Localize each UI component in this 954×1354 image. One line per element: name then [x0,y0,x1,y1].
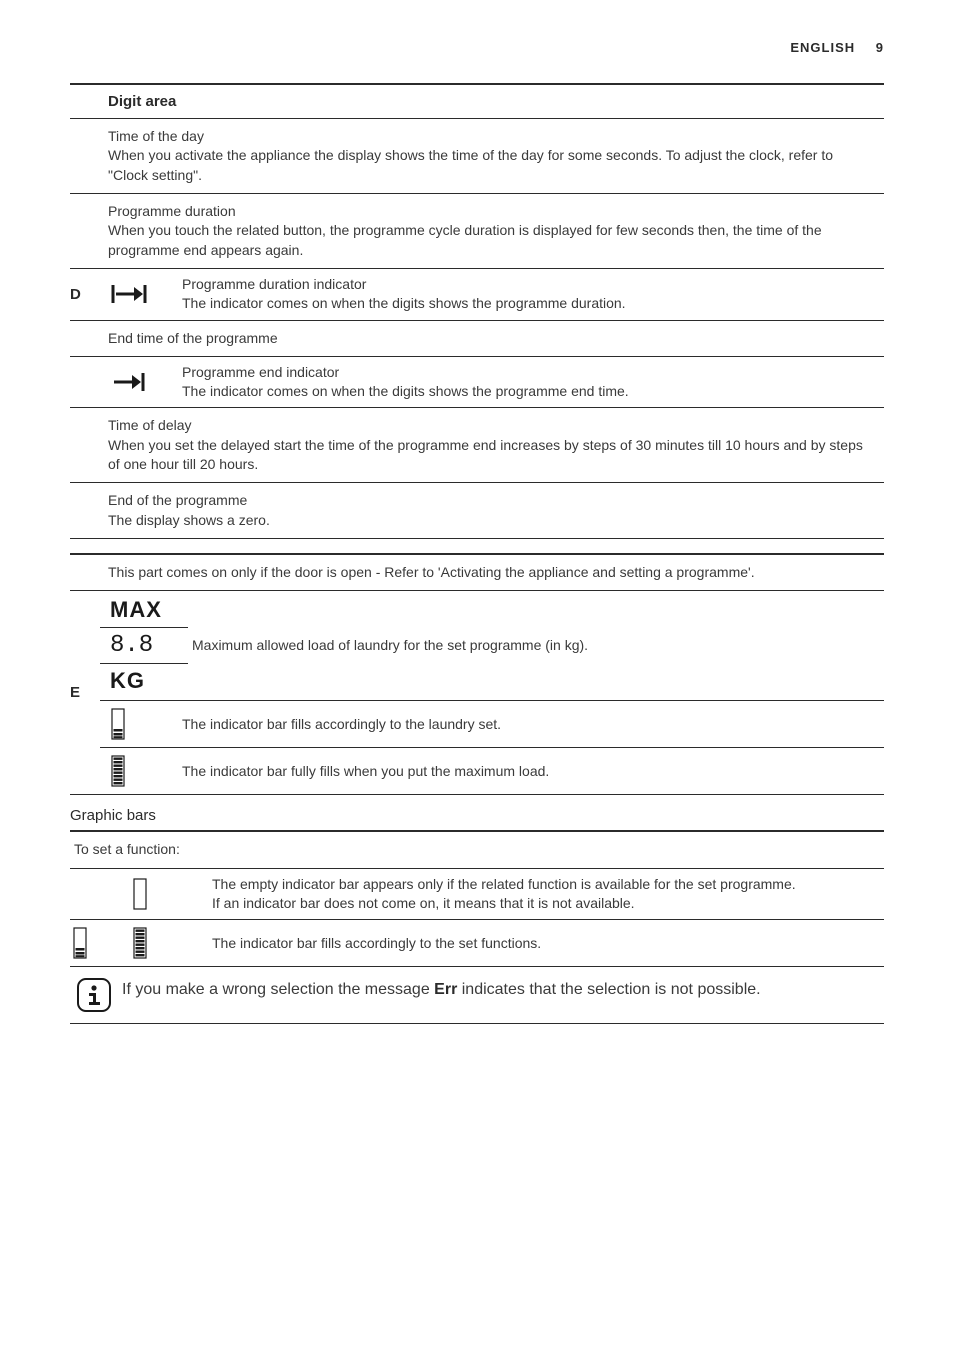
time-of-day-body: When you activate the appliance the disp… [108,146,876,185]
end-of-prog-body: The display shows a zero. [108,511,876,530]
end-time-heading: End time of the programme [100,320,884,356]
section-e-intro: This part comes on only if the door is o… [100,554,884,591]
digits-88: 8.8 [110,632,153,659]
prog-duration-body: When you touch the related button, the p… [108,221,876,260]
bar-full-icon-2 [130,920,208,967]
graphic-bars-title: Graphic bars [70,807,884,824]
lang-label: ENGLISH [790,40,855,55]
section-d-letter: D [70,268,100,320]
err-post: indicates that the selection is not poss… [457,981,760,998]
to-set-function: To set a function: [70,831,884,868]
digit-area-heading: Digit area [100,84,884,119]
time-of-day-row: Time of the day When you activate the ap… [100,119,884,194]
prog-duration-title: Programme duration [108,202,876,221]
bar-partial-icon-2 [70,920,130,967]
time-of-delay-row: Time of delay When you set the delayed s… [100,408,884,483]
time-of-day-title: Time of the day [108,127,876,146]
bar-partial-desc: The indicator bar fills accordingly to t… [178,701,884,747]
bar-full-desc: The indicator bar fully fills when you p… [178,748,884,794]
kg-label: KG [110,668,145,693]
section-e-letter: E [70,591,100,795]
info-note: If you make a wrong selection the messag… [70,967,884,1024]
bar-empty-desc: The empty indicator bar appears only if … [208,868,884,920]
graphic-bars-table: To set a function: The empty indicator b… [70,830,884,967]
time-of-delay-body: When you set the delayed start the time … [108,436,876,475]
end-of-programme-row: End of the programme The display shows a… [100,483,884,539]
prog-end-ind-title: Programme end indicator [182,363,876,382]
arrow-between-bars-icon [100,269,178,320]
max-load-desc: Maximum allowed load of laundry for the … [188,591,884,700]
err-pre: If you make a wrong selection the messag… [122,981,434,998]
bar-empty-icon [130,868,208,920]
prog-duration-row: Programme duration When you touch the re… [100,193,884,268]
prog-duration-ind-title: Programme duration indicator [182,275,876,294]
section-d: Digit area Time of the day When you acti… [70,83,884,539]
bar-full-icon [100,748,178,794]
time-of-delay-title: Time of delay [108,416,876,435]
info-icon [76,977,122,1013]
max-label: MAX [110,597,162,622]
bar-partial-icon [100,701,178,747]
prog-end-indicator-row: Programme end indicator The indicator co… [100,357,884,408]
page-header: ENGLISH 9 [70,40,884,55]
page-number: 9 [876,40,884,55]
prog-end-ind-body: The indicator comes on when the digits s… [182,382,876,401]
err-note-text: If you make a wrong selection the messag… [122,977,761,1001]
bar-fill-desc: The indicator bar fills accordingly to t… [208,920,884,967]
prog-duration-indicator-row: Programme duration indicator The indicat… [100,269,884,320]
err-bold: Err [434,981,457,998]
prog-duration-ind-body: The indicator comes on when the digits s… [182,294,876,313]
section-e: This part comes on only if the door is o… [70,553,884,795]
arrow-to-bar-icon [100,357,178,408]
end-of-prog-title: End of the programme [108,491,876,510]
